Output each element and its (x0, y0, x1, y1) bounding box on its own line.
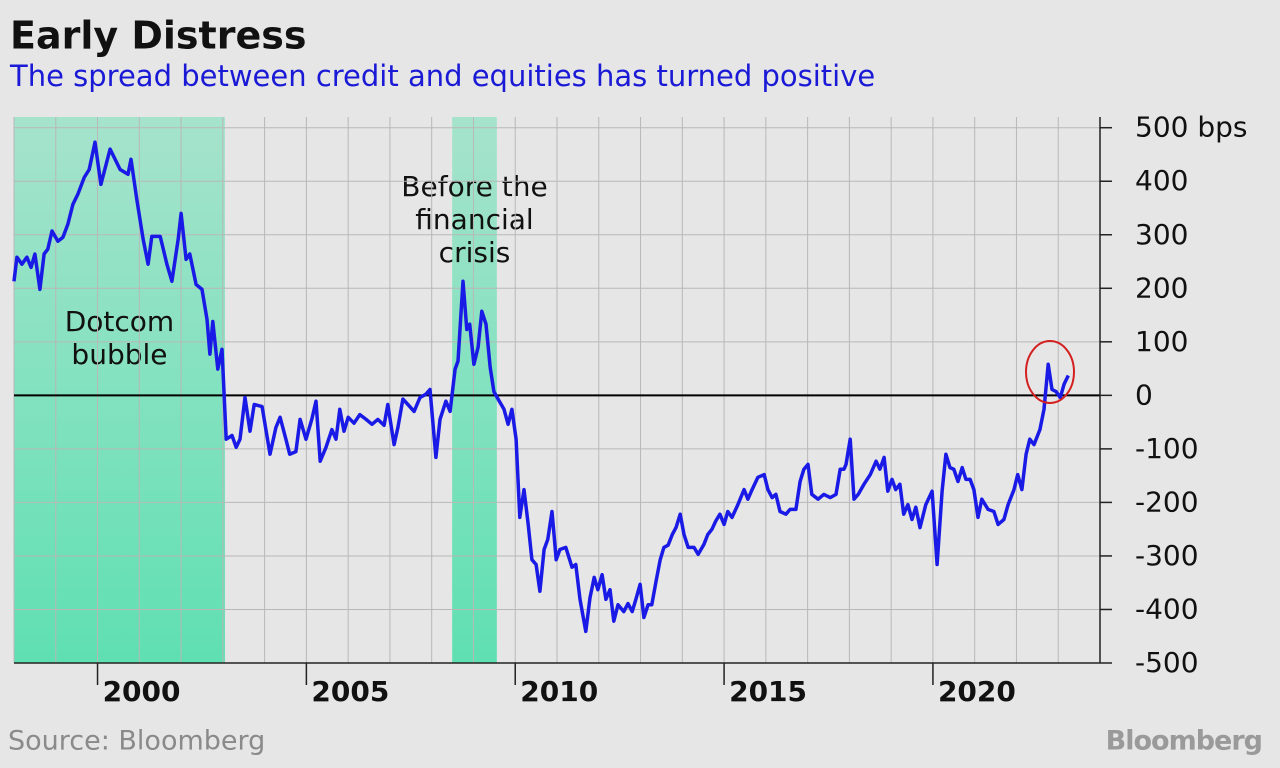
highlight-circle (1025, 340, 1075, 404)
y-tick-label: -500 (1135, 646, 1199, 679)
y-tick-label: 300 (1135, 218, 1188, 251)
y-tick-label: 200 (1135, 271, 1188, 304)
x-tick-label: 2020 (938, 675, 1016, 708)
x-tick-label: 2005 (311, 675, 389, 708)
y-tick-label: 0 (1135, 378, 1153, 411)
period-label: bubble (71, 338, 167, 371)
y-tick-label: -300 (1135, 539, 1199, 572)
y-tick-label: -100 (1135, 432, 1199, 465)
spread-line (12, 140, 1070, 634)
y-tick-label: 500 bps (1135, 111, 1247, 144)
period-label: crisis (439, 236, 511, 269)
logo: Bloomberg (1106, 726, 1262, 757)
period-label: Before the (401, 170, 547, 203)
period-label: financial (415, 203, 533, 236)
chart-title: Early Distress (10, 14, 306, 58)
x-tick-label: 2000 (103, 675, 181, 708)
x-tick-label: 2010 (520, 675, 598, 708)
y-tick-label: 100 (1135, 325, 1188, 358)
y-tick-label: -400 (1135, 592, 1199, 625)
y-tick-label: -200 (1135, 485, 1199, 518)
period-label: Dotcom (65, 305, 174, 338)
chart-subtitle: The spread between credit and equities h… (9, 59, 875, 93)
shaded-period (452, 117, 497, 663)
shaded-period (14, 117, 225, 663)
x-tick-label: 2015 (729, 675, 807, 708)
y-tick-label: 400 (1135, 164, 1188, 197)
source-note: Source: Bloomberg (8, 726, 265, 757)
